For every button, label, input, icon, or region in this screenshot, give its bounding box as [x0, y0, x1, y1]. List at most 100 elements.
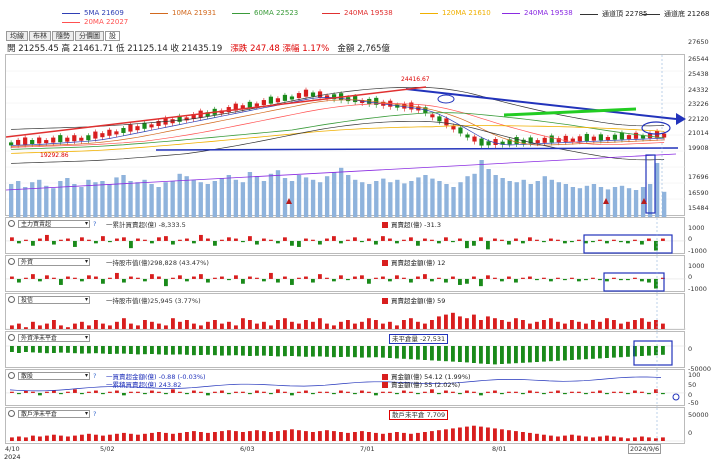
panel-bars: [10, 425, 665, 441]
panel-bar: [584, 278, 588, 281]
panel-bar: [395, 240, 399, 244]
panel-bar: [220, 390, 224, 393]
panel-foreign[interactable]: 外資 一持股市值(億)298,828 (43.47%) 買賣超金額(億) 12: [5, 255, 686, 293]
panel-bar: [241, 346, 245, 356]
panel-bar: [451, 346, 455, 362]
panel-y-tick: 0: [688, 429, 693, 437]
help-icon[interactable]: ?: [93, 371, 97, 380]
gear-icon[interactable]: [8, 410, 15, 417]
panel-bar: [430, 431, 434, 441]
panel-bar: [402, 320, 406, 329]
panel-bar: [311, 321, 315, 329]
candle: [367, 98, 372, 104]
tab-bollinger[interactable]: 布林: [29, 31, 51, 41]
gear-icon[interactable]: [8, 296, 15, 303]
panel-bar: [486, 427, 490, 441]
panel-bar: [276, 240, 280, 244]
price-chart[interactable]: [5, 54, 686, 217]
panel-bar: [192, 276, 196, 279]
indicator-select[interactable]: 主力買賣超: [18, 219, 90, 228]
tab-settings[interactable]: 設: [105, 31, 120, 41]
panel-bar: [192, 240, 196, 244]
panel-bar: [304, 390, 308, 393]
panel-bar: [80, 434, 84, 441]
panel-bar: [227, 346, 231, 356]
volume-bar: [44, 185, 49, 217]
panel-bar: [248, 276, 252, 279]
panel-bar: [640, 240, 644, 245]
low-value: 21125.14: [127, 44, 168, 54]
x-tick: 8/01: [492, 445, 507, 453]
panel-bar: [171, 240, 175, 245]
panel-bar: [311, 392, 315, 395]
tab-volume-profile[interactable]: 分價圖: [75, 31, 104, 41]
gear-icon[interactable]: [8, 372, 15, 379]
panel-bar: [101, 392, 105, 395]
panel-bar: [360, 390, 364, 393]
candle: [472, 136, 477, 142]
candle: [163, 117, 168, 125]
panel-bar: [605, 435, 609, 441]
panel-bar: [339, 346, 343, 357]
indicator-select[interactable]: 散戶淨未平倉: [18, 409, 90, 418]
panel-trust[interactable]: 投信 一持股市值(億)25,945 (3.77%) 買賣超金額(億) 59: [5, 293, 686, 331]
panel-bar: [66, 327, 70, 329]
panel-bar: [164, 392, 168, 395]
panel-bar: [297, 240, 301, 247]
panel-bar: [311, 239, 315, 241]
indicator-select[interactable]: 散股: [18, 371, 90, 380]
help-icon[interactable]: ?: [93, 409, 97, 418]
panel-bar: [479, 346, 483, 364]
gear-icon[interactable]: [8, 334, 15, 341]
panel-margin[interactable]: 散股? 一買賣超金額(億) -0.88 (-0.03%)一累積買賣超(億) 243…: [5, 369, 686, 407]
panel-bar: [45, 391, 49, 393]
candle: [296, 93, 302, 99]
candle: [310, 92, 316, 97]
volume-bar: [100, 181, 105, 217]
panel-bar: [654, 389, 658, 393]
legend-ma240b: 240MA 19538: [502, 9, 573, 17]
panel-bar: [31, 240, 35, 246]
panel-bar: [521, 277, 525, 279]
gear-icon[interactable]: [8, 220, 15, 227]
panel-retail-open[interactable]: 散戶淨未平倉? 散戶未平倉 7,709: [5, 407, 686, 445]
x-tick: 2024/9/6: [628, 444, 662, 454]
panel-bar: [248, 320, 252, 329]
tab-trend[interactable]: 隨勢: [52, 31, 74, 41]
panel-bar: [241, 278, 245, 284]
panel-bar: [360, 346, 364, 358]
indicator-select[interactable]: 外資淨未平倉: [18, 333, 90, 342]
series-marker-icon: [382, 298, 388, 304]
candle: [591, 136, 596, 141]
panel-bar: [38, 346, 42, 353]
gear-icon[interactable]: [8, 258, 15, 265]
panel-foreign-open[interactable]: 外資淨未平倉 未平倉量 -27,531: [5, 331, 686, 369]
indicator-select[interactable]: 外資: [18, 257, 90, 266]
panel-bar: [143, 433, 147, 441]
panel-info-label: 散戶未平倉 7,709: [389, 409, 449, 420]
panel-bar: [584, 392, 588, 395]
help-icon[interactable]: ?: [93, 219, 97, 228]
panel-y-tick: 100: [688, 371, 701, 379]
panel-bar: [549, 278, 553, 282]
panel-bar: [115, 346, 119, 354]
panel-bar: [535, 391, 539, 393]
panel-bar: [654, 240, 658, 251]
panel-bar: [199, 391, 203, 393]
panel-bar: [101, 435, 105, 441]
volume-bar: [535, 181, 540, 217]
open-label: 開: [7, 44, 16, 54]
panel-bar: [304, 320, 308, 329]
panel-bar: [59, 392, 63, 395]
panel-bar: [38, 278, 42, 282]
tab-ma[interactable]: 均線: [6, 31, 28, 41]
panel-bar: [192, 390, 196, 393]
indicator-select[interactable]: 投信: [18, 295, 90, 304]
panel-bar: [283, 346, 287, 357]
panel-y-tick: 1000: [688, 224, 705, 232]
panel-bar: [346, 346, 350, 357]
panel-bar: [549, 318, 553, 329]
panel-main-force[interactable]: 主力買賣超? 一累計買賣超(億) -8,333.5 買賣超(億) -31.3: [5, 217, 686, 255]
volume-bar: [458, 182, 463, 217]
panel-bar: [101, 278, 105, 284]
